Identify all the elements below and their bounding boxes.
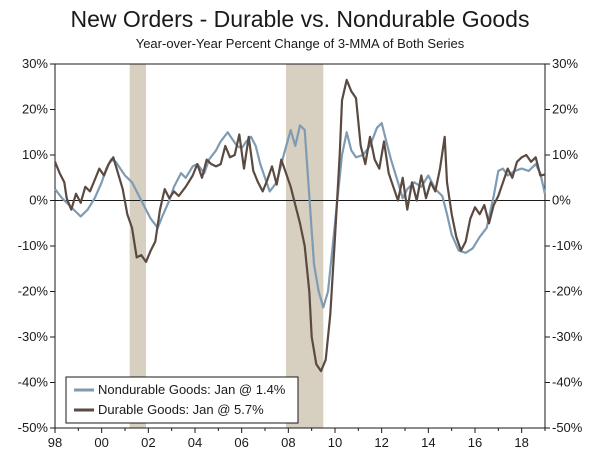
x-tick-label: 02 — [141, 435, 155, 450]
y-tick-label-right: -20% — [552, 284, 583, 299]
y-tick-label-right: -30% — [552, 329, 583, 344]
x-tick-label: 08 — [281, 435, 295, 450]
series-line-nondurable — [54, 122, 547, 309]
chart-title: New Orders - Durable vs. Nondurable Good… — [71, 6, 530, 32]
x-tick-label: 16 — [468, 435, 482, 450]
x-tick-label: 06 — [234, 435, 248, 450]
y-axis-right: 30% 20% 10% 0% -10% -20% -30% -40% -50% — [545, 56, 583, 435]
chart-subtitle: Year-over-Year Percent Change of 3-MMA o… — [136, 36, 465, 51]
recession-bar — [129, 64, 146, 428]
recession-shading — [129, 64, 324, 428]
y-tick-label: -10% — [18, 238, 49, 253]
x-tick-label: 04 — [188, 435, 202, 450]
y-tick-label-right: 0% — [552, 193, 571, 208]
x-tick-label: 14 — [421, 435, 435, 450]
x-tick-label: 10 — [328, 435, 342, 450]
y-tick-label: 0% — [29, 193, 48, 208]
x-tick-label: 12 — [374, 435, 388, 450]
x-tick-label: 98 — [48, 435, 62, 450]
y-tick-label-right: 30% — [552, 56, 578, 71]
series-line-durable — [53, 78, 546, 373]
y-tick-label: -30% — [18, 329, 49, 344]
y-tick-label: 20% — [22, 102, 48, 117]
y-tick-label-right: -10% — [552, 238, 583, 253]
y-tick-label-right: -50% — [552, 420, 583, 435]
y-tick-label: 30% — [22, 56, 48, 71]
y-tick-label-right: 10% — [552, 147, 578, 162]
y-axis-left: 30% 20% 10% 0% -10% -20% -30% -40% -50% — [18, 56, 55, 435]
y-tick-label: -20% — [18, 284, 49, 299]
legend-label-nondurable: Nondurable Goods: Jan @ 1.4% — [98, 382, 286, 397]
x-axis: 98 00 02 04 06 08 10 12 14 16 18 — [48, 428, 546, 450]
legend-box — [65, 376, 299, 424]
y-tick-label: -40% — [18, 375, 49, 390]
x-tick-label: 18 — [514, 435, 528, 450]
legend: Nondurable Goods: Jan @ 1.4% Durable Goo… — [65, 376, 299, 424]
y-tick-label-right: 20% — [552, 102, 578, 117]
legend-label-durable: Durable Goods: Jan @ 5.7% — [98, 402, 264, 417]
x-tick-label: 00 — [94, 435, 108, 450]
y-tick-label: 10% — [22, 147, 48, 162]
y-tick-label: -50% — [18, 420, 49, 435]
y-tick-label-right: -40% — [552, 375, 583, 390]
series-layer — [53, 78, 547, 373]
